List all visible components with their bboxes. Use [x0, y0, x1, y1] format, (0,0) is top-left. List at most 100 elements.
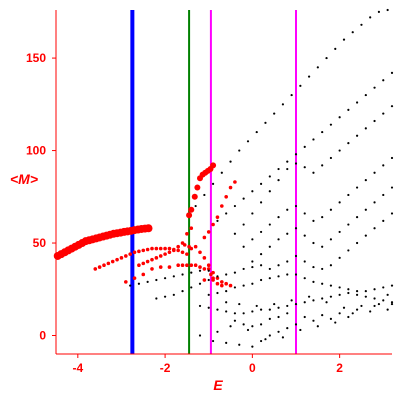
data-point	[377, 302, 381, 306]
data-point	[225, 341, 228, 345]
data-point	[373, 171, 376, 174]
data-point	[225, 212, 228, 215]
x-tick-label: 2	[336, 361, 343, 375]
data-point	[307, 295, 311, 298]
data-point	[180, 250, 185, 255]
data-point	[268, 267, 271, 271]
data-point	[277, 275, 280, 278]
data-point	[386, 308, 389, 311]
data-point	[373, 201, 376, 204]
data-point	[316, 66, 319, 69]
data-point	[273, 302, 276, 306]
data-point	[294, 302, 298, 306]
data-point	[181, 290, 184, 293]
data-point	[277, 179, 280, 182]
data-point	[294, 323, 298, 326]
data-point	[198, 250, 202, 255]
data-point	[194, 184, 201, 191]
data-point	[390, 186, 394, 189]
data-point	[286, 312, 289, 315]
data-point	[259, 339, 263, 343]
data-point	[172, 248, 176, 253]
data-point	[347, 288, 350, 291]
data-point	[259, 201, 263, 204]
data-point	[364, 290, 367, 293]
data-point	[334, 321, 337, 324]
series-3	[93, 180, 237, 288]
data-point	[303, 166, 306, 169]
data-point	[303, 260, 306, 263]
data-point	[259, 308, 263, 311]
data-point	[220, 283, 224, 288]
data-point	[180, 263, 185, 268]
data-point	[211, 182, 215, 185]
data-point	[268, 334, 271, 337]
data-point	[128, 252, 132, 256]
data-point	[351, 312, 354, 315]
data-point	[137, 263, 141, 268]
data-point	[176, 248, 180, 253]
data-point	[355, 186, 359, 189]
data-point	[377, 10, 381, 13]
data-point	[251, 212, 254, 215]
data-point	[215, 281, 220, 286]
data-point	[207, 269, 210, 272]
data-point	[286, 167, 289, 171]
series-2	[186, 162, 217, 219]
data-point	[277, 167, 280, 171]
data-point	[334, 47, 337, 50]
data-point	[294, 273, 298, 276]
data-point	[347, 315, 350, 319]
data-point	[251, 238, 254, 241]
data-point	[338, 149, 341, 152]
data-point	[224, 281, 228, 286]
data-point	[364, 295, 367, 298]
data-point	[172, 293, 175, 296]
data-point	[390, 302, 394, 306]
data-point	[163, 252, 167, 256]
data-point	[286, 160, 289, 163]
data-point	[321, 267, 324, 271]
data-point	[190, 286, 193, 289]
data-point	[255, 304, 258, 308]
data-point	[281, 336, 285, 339]
data-point	[329, 284, 333, 287]
data-point	[329, 208, 333, 211]
data-point	[215, 276, 220, 280]
data-point	[216, 308, 219, 311]
data-point	[242, 284, 245, 287]
data-point	[373, 304, 376, 308]
data-point	[216, 275, 219, 278]
y-tick-label: 0	[39, 329, 46, 343]
data-point	[207, 306, 210, 309]
data-point	[312, 241, 315, 245]
data-point	[390, 212, 394, 215]
data-point	[206, 267, 211, 271]
data-point	[342, 38, 346, 41]
data-point	[189, 246, 194, 251]
data-point	[119, 256, 124, 260]
y-axis-label: <M>	[10, 171, 38, 187]
data-point	[277, 264, 280, 267]
data-point	[185, 263, 189, 268]
data-point	[158, 246, 163, 251]
data-point	[102, 263, 106, 268]
data-point	[355, 241, 359, 245]
data-point	[303, 145, 306, 148]
data-point	[251, 282, 254, 285]
data-point	[225, 301, 228, 304]
data-point	[286, 273, 289, 276]
data-point	[355, 101, 359, 104]
x-axis-label: E	[213, 377, 223, 393]
data-point	[268, 317, 271, 320]
data-point	[347, 249, 350, 252]
data-point	[364, 93, 367, 97]
data-point	[233, 319, 237, 322]
data-point	[382, 286, 385, 289]
data-point	[198, 265, 202, 269]
data-point	[312, 299, 315, 302]
data-point	[167, 246, 172, 251]
data-point	[251, 260, 254, 263]
data-point	[312, 319, 315, 322]
data-point	[207, 293, 210, 296]
